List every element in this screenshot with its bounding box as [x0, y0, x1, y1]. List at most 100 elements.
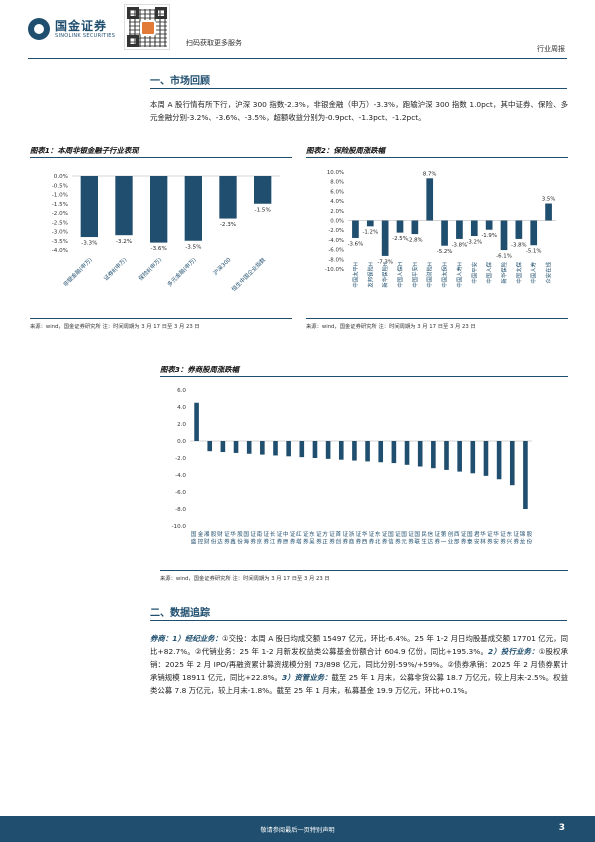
x-category-char: 安 — [474, 538, 480, 546]
x-category-char: 创 — [448, 530, 454, 538]
x-category-char: 股 — [237, 531, 243, 538]
x-category-label: 中国人寿 — [530, 261, 538, 283]
x-category-char: 券 — [224, 538, 230, 546]
x-category-char: 达 — [428, 538, 434, 546]
data-label: -2.5% — [392, 236, 408, 242]
bar — [115, 176, 133, 236]
figure1-top-rule — [30, 157, 292, 158]
bar — [509, 441, 515, 486]
bar — [391, 441, 397, 464]
x-category-char: 证 — [303, 531, 309, 538]
data-label: -1.9% — [481, 233, 497, 239]
x-category-char: 证 — [395, 531, 401, 538]
header-divider — [28, 58, 567, 59]
data-label: -1.5% — [255, 207, 271, 213]
x-category-char: 首 — [335, 530, 341, 538]
x-category-char: 证 — [435, 531, 441, 538]
x-category-char: 证 — [408, 531, 414, 538]
x-category-char: 证 — [500, 531, 506, 538]
data-label: -3.2% — [466, 239, 482, 245]
x-category-char: 券 — [395, 538, 401, 546]
data-label: -3.3% — [81, 241, 97, 247]
x-category-char: 证 — [264, 531, 270, 538]
section-title-market-review: 一、市场回顾 — [150, 76, 210, 87]
data-label: -2.3% — [220, 222, 236, 228]
market-review-paragraph: 本周 A 股行情有所下行，沪深 300 指数-2.3%，非银金融（申万）-3.3… — [150, 100, 568, 122]
x-category-label: 多元金融(申万) — [165, 256, 197, 288]
x-category-label: 证券Ⅱ(申万) — [102, 256, 129, 283]
x-category-char: 证 — [487, 531, 493, 538]
bar — [431, 441, 436, 469]
y-tick-label: 0.0% — [54, 174, 68, 180]
asset-mgmt-text: 截至 25 年 1 月末，公募非货公募 18.7 万亿元，较上月末-2.5%。权… — [150, 673, 568, 695]
data-label: -3.2% — [116, 239, 132, 245]
y-tick-label: -4.0% — [52, 248, 68, 254]
bar — [381, 220, 389, 256]
x-category-char: 第 — [441, 530, 447, 538]
x-category-char: 控 — [198, 538, 204, 546]
y-tick-label: 2.0% — [330, 209, 344, 215]
y-tick-label: 10.0% — [327, 170, 344, 176]
bar — [286, 441, 291, 457]
section-divider — [150, 620, 567, 621]
x-category-char: 券 — [250, 538, 256, 546]
x-category-char: 民 — [421, 531, 427, 538]
x-category-char: 正 — [322, 539, 328, 546]
x-category-label: 中国人保 — [485, 261, 493, 283]
x-category-char: 券 — [500, 538, 506, 546]
x-category-char: 股 — [211, 531, 217, 538]
bar — [485, 220, 493, 230]
bar — [523, 441, 528, 509]
bar — [207, 441, 213, 452]
x-category-char: 证 — [329, 531, 335, 538]
bar — [246, 441, 252, 454]
x-category-char: 业 — [448, 538, 454, 546]
x-category-char: 部 — [454, 538, 460, 546]
x-category-char: 长 — [270, 530, 276, 538]
data-label: -3.8% — [511, 242, 527, 248]
bar — [352, 220, 359, 238]
figure1-chart: 0.0% -0.5% -1.0% -1.5% -2.0% -2.5% -3.0% -3.5% -… — [52, 174, 280, 293]
x-category-char: 龙 — [520, 538, 526, 546]
x-category-char: 券 — [369, 538, 375, 546]
company-logo: 国金证券 SINOLINK SECURITIES — [28, 18, 115, 40]
figure2-title: 图表2：保险股周涨跌幅 — [306, 146, 386, 155]
y-tick-label: -2.0 — [175, 456, 186, 462]
x-category-char: 盛 — [191, 538, 197, 546]
x-category-char: 湘 — [204, 530, 210, 538]
figure2-top-rule — [306, 157, 568, 158]
x-category-char: 证 — [513, 531, 519, 538]
section-title-data-tracking: 二、数据追踪 — [150, 608, 210, 619]
x-category-char: 北 — [375, 538, 381, 546]
x-category-char: 西 — [454, 531, 460, 538]
y-tick-label: -2.0% — [328, 228, 344, 234]
bar — [352, 441, 357, 461]
y-tick-label: -1.0% — [52, 193, 68, 199]
x-category-char: 君 — [474, 531, 480, 538]
brokerage-text: ①交投：本周 A 股日均成交额 15497 亿元，环比-6.4%。25 年 1-… — [150, 634, 568, 656]
y-tick-label: 4.0 — [177, 405, 186, 411]
y-tick-label: -0.5% — [52, 183, 68, 189]
x-category-char: 国 — [388, 531, 394, 538]
x-category-char: 红 — [296, 530, 302, 538]
data-label: 8.7% — [423, 171, 437, 177]
figure1-source: 来源：wind，国金证券研究所 注：时间周期为 3 月 17 日至 3 月 23… — [30, 324, 200, 330]
y-tick-label: 0.0 — [177, 439, 186, 445]
x-category-label: 友邦保险H — [366, 262, 374, 288]
y-tick-label: 4.0% — [330, 199, 344, 205]
figure3-title: 图表3：券商股周涨跌幅 — [160, 365, 240, 374]
logo-name-cn: 国金证券 — [55, 18, 108, 33]
x-category-char: 券 — [408, 538, 414, 546]
x-category-char: 证 — [250, 531, 256, 538]
bar — [470, 220, 478, 237]
data-label: -3.6% — [151, 246, 167, 252]
qr-code-icon[interactable] — [124, 4, 170, 50]
bar — [80, 176, 98, 238]
y-tick-label: -6.0 — [175, 490, 186, 496]
bar — [456, 220, 463, 239]
disclaimer-note: 敬请参阅最后一页特别声明 — [260, 827, 335, 834]
x-category-char: 达 — [217, 538, 223, 546]
x-category-char: 券 — [513, 538, 519, 546]
y-tick-label: -8.0% — [328, 257, 344, 263]
x-category-char: 券 — [435, 538, 441, 546]
